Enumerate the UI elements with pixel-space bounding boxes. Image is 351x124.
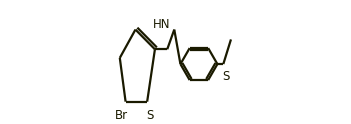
Text: S: S <box>147 109 154 122</box>
Text: Br: Br <box>115 109 128 122</box>
Text: S: S <box>222 70 230 83</box>
Text: HN: HN <box>153 18 171 31</box>
